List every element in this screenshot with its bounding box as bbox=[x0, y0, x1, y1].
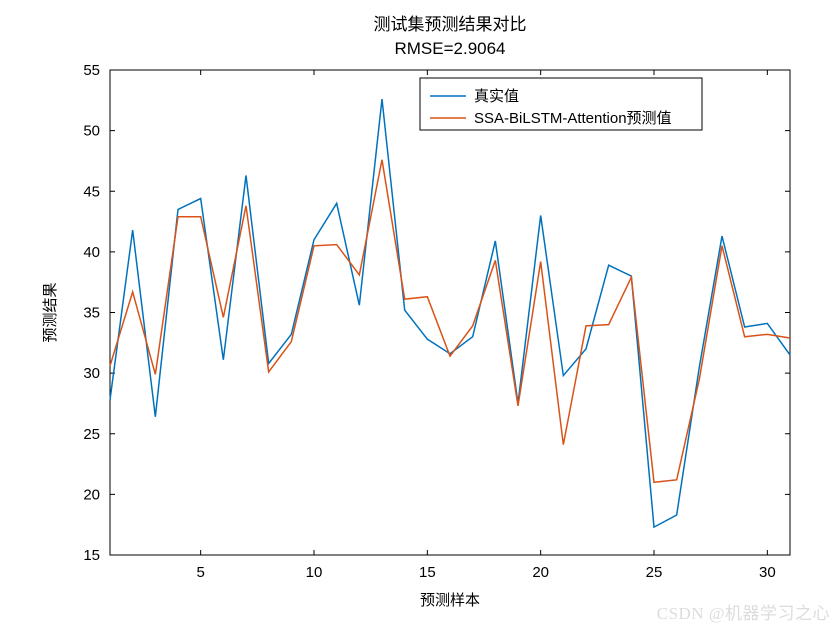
x-tick-label: 30 bbox=[759, 564, 776, 581]
x-tick-label: 5 bbox=[196, 564, 204, 581]
legend-label-1: SSA-BiLSTM-Attention预测值 bbox=[474, 110, 672, 127]
x-tick-label: 20 bbox=[532, 564, 549, 581]
chart-container: 5 10 15 20 25 30 15 20 25 30 35 40 45 50 55 测试集预测结果对比 RM… bbox=[0, 0, 840, 630]
y-axis-label: 预测结果 bbox=[42, 282, 59, 342]
y-tick-label: 20 bbox=[83, 486, 100, 503]
x-tick-label: 15 bbox=[419, 564, 436, 581]
plot-box bbox=[110, 70, 790, 555]
y-tick-label: 35 bbox=[83, 305, 100, 322]
series-line-1 bbox=[110, 160, 790, 483]
y-tick-label: 25 bbox=[83, 426, 100, 443]
chart-title: 测试集预测结果对比 bbox=[374, 15, 527, 34]
legend-label-0: 真实值 bbox=[474, 87, 519, 105]
series-line-0 bbox=[110, 99, 790, 527]
y-tick-label: 50 bbox=[83, 123, 100, 140]
x-tick-label: 25 bbox=[646, 564, 663, 581]
y-tick-label: 30 bbox=[83, 365, 100, 382]
x-axis-label: 预测样本 bbox=[420, 592, 480, 609]
y-tick-label: 40 bbox=[83, 244, 100, 261]
y-tick-label: 15 bbox=[83, 547, 100, 564]
y-tick-label: 55 bbox=[83, 62, 100, 79]
y-tick-label: 45 bbox=[83, 183, 100, 200]
x-tick-label: 10 bbox=[306, 564, 323, 581]
chart-subtitle: RMSE=2.9064 bbox=[394, 39, 505, 58]
line-chart: 5 10 15 20 25 30 15 20 25 30 35 40 45 50 55 测试集预测结果对比 RM… bbox=[0, 0, 840, 630]
